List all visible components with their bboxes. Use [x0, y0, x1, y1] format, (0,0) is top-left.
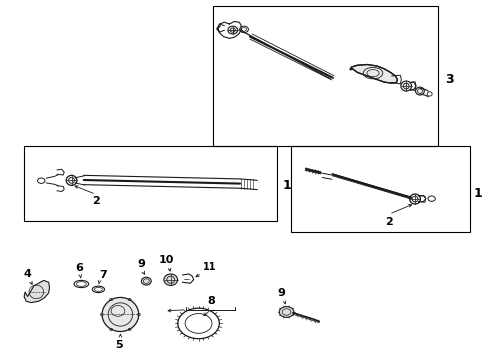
Ellipse shape: [142, 277, 151, 285]
Text: 1: 1: [474, 187, 483, 200]
Ellipse shape: [102, 297, 139, 332]
Bar: [292, 146, 470, 232]
Text: 2: 2: [92, 196, 100, 206]
Ellipse shape: [279, 307, 294, 318]
Text: 9: 9: [138, 258, 146, 269]
Text: 5: 5: [116, 339, 123, 350]
Ellipse shape: [228, 26, 238, 34]
Text: 3: 3: [445, 73, 454, 86]
Text: 7: 7: [99, 270, 107, 280]
Text: 1: 1: [282, 179, 291, 192]
Ellipse shape: [416, 87, 424, 95]
Text: 8: 8: [207, 296, 215, 306]
Ellipse shape: [164, 274, 177, 285]
Text: 6: 6: [75, 263, 83, 273]
Ellipse shape: [66, 175, 77, 185]
Text: 4: 4: [24, 269, 31, 279]
Text: 10: 10: [159, 255, 174, 265]
Ellipse shape: [410, 194, 420, 204]
Polygon shape: [350, 64, 397, 83]
Text: 2: 2: [385, 217, 393, 226]
Text: 11: 11: [203, 262, 217, 272]
Text: 9: 9: [278, 288, 286, 298]
Bar: [24, 146, 277, 221]
Bar: [213, 6, 438, 146]
Polygon shape: [24, 280, 49, 303]
Ellipse shape: [401, 81, 412, 91]
